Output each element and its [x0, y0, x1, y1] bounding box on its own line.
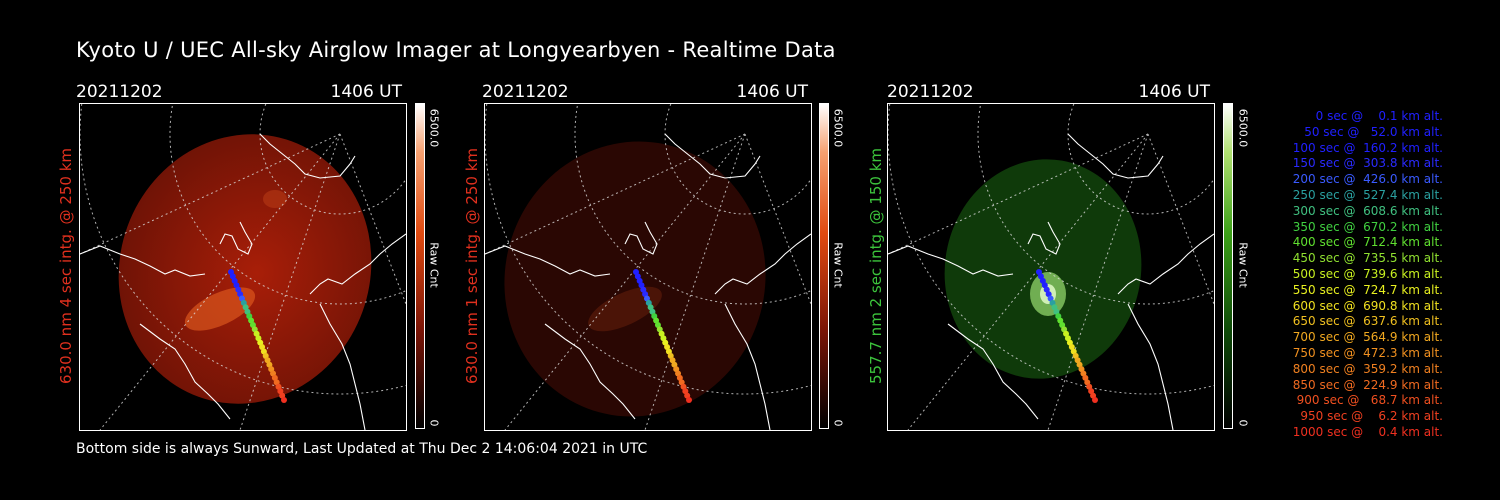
panel-3-colorbar	[1223, 103, 1233, 429]
trajectory-dot	[1092, 397, 1098, 403]
legend-row: 50 sec @ 52.0 km alt.	[1296, 124, 1443, 139]
legend-row: 0 sec @ 0.1 km alt.	[1304, 109, 1443, 123]
legend-row: 1000 sec @ 0.4 km alt.	[1292, 424, 1443, 439]
legend-row: 550 sec @ 724.7 km alt.	[1288, 282, 1443, 297]
panel-2-colorbar	[819, 103, 829, 429]
panel-1-colorbar-min: 0	[427, 419, 441, 427]
panel-2-date: 20211202	[482, 82, 569, 102]
legend-row: 400 sec @ 712.4 km alt.	[1288, 235, 1443, 250]
legend-row: 300 sec @ 608.6 km alt.	[1288, 203, 1443, 218]
footer-note: Bottom side is always Sunward, Last Upda…	[76, 441, 648, 457]
legend-row: 350 sec @ 670.2 km alt.	[1288, 219, 1443, 234]
trajectory-legend: 0 sec @ 0.1 km alt. 50 sec @ 52.0 km alt…	[1243, 109, 1443, 441]
legend-row: 100 sec @ 160.2 km alt.	[1288, 140, 1443, 155]
panel-2-time: 1406 UT	[736, 82, 809, 102]
panel-3-date: 20211202	[887, 82, 974, 102]
panel-1-colorbar-max: 6500.0	[427, 108, 441, 148]
panel-3-time: 1406 UT	[1138, 82, 1211, 102]
trajectory-dot	[686, 397, 692, 403]
panel-2-colorbar-label: Raw Cnt	[831, 242, 845, 288]
panel-3-side-label: 557.7 nm 2 sec intg. @ 150 km	[867, 147, 885, 385]
legend-row: 800 sec @ 359.2 km alt.	[1288, 361, 1443, 376]
panel-3-image	[887, 103, 1215, 431]
legend-row: 600 sec @ 690.8 km alt.	[1288, 298, 1443, 313]
panel-1-image	[79, 103, 407, 431]
legend-row: 500 sec @ 739.6 km alt.	[1288, 266, 1443, 281]
panel-1-side-label: 630.0 nm 4 sec intg. @ 250 km	[57, 147, 75, 385]
panel-2-colorbar-max: 6500.0	[831, 108, 845, 148]
legend-row: 250 sec @ 527.4 km alt.	[1288, 187, 1443, 202]
page-title: Kyoto U / UEC All-sky Airglow Imager at …	[76, 38, 836, 62]
panel-1-colorbar	[415, 103, 425, 429]
legend-row: 200 sec @ 426.0 km alt.	[1288, 172, 1443, 187]
panel-2-image	[484, 103, 812, 431]
panel-1-colorbar-label: Raw Cnt	[427, 242, 441, 288]
legend-row: 700 sec @ 564.9 km alt.	[1288, 330, 1443, 345]
legend-row: 450 sec @ 735.5 km alt.	[1288, 251, 1443, 266]
legend-row: 850 sec @ 224.9 km alt.	[1288, 377, 1443, 392]
trajectory-dot	[281, 397, 287, 403]
legend-row: 900 sec @ 68.7 km alt.	[1292, 393, 1443, 408]
legend-row: 650 sec @ 637.6 km alt.	[1288, 314, 1443, 329]
panel-1-time: 1406 UT	[330, 82, 403, 102]
legend-row: 150 sec @ 303.8 km alt.	[1288, 156, 1443, 171]
panel-1-date: 20211202	[76, 82, 163, 102]
legend-row: 750 sec @ 472.3 km alt.	[1288, 345, 1443, 360]
legend-row: 950 sec @ 6.2 km alt.	[1296, 409, 1443, 424]
panel-2-side-label: 630.0 nm 1 sec intg. @ 250 km	[463, 147, 481, 385]
panel-2-colorbar-min: 0	[831, 419, 845, 427]
